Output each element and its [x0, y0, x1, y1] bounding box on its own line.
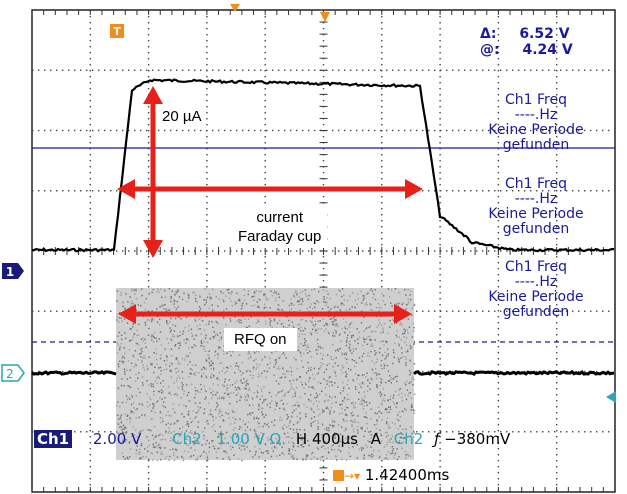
- measurement-title: Ch1 Freq: [505, 259, 567, 275]
- trigger-position-value: 1.42400ms: [364, 466, 450, 484]
- horizontal-scale: H 400µs: [295, 430, 358, 448]
- trigger-level: −380mV: [444, 430, 511, 448]
- svg-text:2: 2: [6, 367, 14, 381]
- at-value: 4.24 V: [522, 42, 573, 58]
- current-pulse-arrow: [117, 179, 423, 199]
- measurement-status-2: gefunden: [502, 304, 570, 320]
- measurement-status: Keine Periode: [488, 122, 584, 138]
- measurement-title: Ch1 Freq: [505, 92, 567, 108]
- rfq-annotation: RFQ on: [224, 328, 297, 351]
- ch1-scale: 2.00 V: [92, 430, 142, 448]
- cursor-delta-readout: Δ: 6.52 V: [480, 27, 570, 41]
- measurement-value: ----.Hz: [514, 274, 558, 290]
- measurement-status-2: gefunden: [502, 137, 570, 153]
- measurement-title: Ch1 Freq: [505, 176, 567, 192]
- current-annotation-line1: current: [256, 209, 304, 226]
- scope-status-bar: Ch1 2.00 V Ch2 1.00 V Ω H 400µs A Ch2 ƒ …: [34, 430, 510, 448]
- ch2-scale: 1.00 V Ω: [216, 430, 282, 448]
- trigger-top-marker-left: [230, 4, 240, 12]
- trigger-source: Ch2: [393, 430, 424, 448]
- trigger-level-marker: [606, 391, 616, 403]
- svg-text:T: T: [113, 25, 121, 38]
- trigger-slope-icon: ƒ: [434, 430, 440, 448]
- measurement-status: Keine Periode: [488, 206, 584, 222]
- trigger-arrow-icon: →▾: [344, 469, 361, 483]
- measurement-value: ----.Hz: [514, 191, 558, 207]
- acquisition-mode: A: [370, 430, 381, 448]
- svg-text:1: 1: [6, 265, 14, 279]
- measurement-block-1: Ch1 Freq ----.Hz Keine Periode gefunden: [466, 93, 606, 153]
- ch1-ground-marker: 1: [2, 263, 24, 279]
- rfq-on-arrow: [118, 304, 412, 324]
- trigger-position-icon: [333, 470, 344, 481]
- measurement-status-2: gefunden: [502, 221, 570, 237]
- measurement-block-2: Ch1 Freq ----.Hz Keine Periode gefunden: [466, 177, 606, 237]
- measurement-block-3: Ch1 Freq ----.Hz Keine Periode gefunden: [466, 260, 606, 320]
- trigger-top-marker: [320, 12, 330, 22]
- at-label: @:: [480, 42, 500, 58]
- amplitude-arrow: [143, 86, 163, 258]
- measurement-value: ----.Hz: [514, 107, 558, 123]
- current-annotation-line2: Faraday cup: [238, 228, 322, 245]
- current-annotation: current Faraday cup: [232, 206, 328, 248]
- ch1-trace: [31, 78, 615, 253]
- ch2-label[interactable]: Ch2: [172, 430, 202, 448]
- rfq-signal-band: [116, 288, 416, 462]
- ch2-ground-marker: 2: [1, 364, 25, 382]
- measurement-status: Keine Periode: [488, 289, 584, 305]
- ch1-label[interactable]: Ch1: [34, 430, 73, 448]
- amplitude-annotation: 20 µA: [162, 108, 202, 125]
- delta-value: 6.52 V: [519, 26, 570, 42]
- trigger-position-marker: T: [110, 24, 124, 38]
- ch2-trace: [31, 369, 614, 376]
- delta-label: Δ:: [480, 26, 497, 42]
- cursor-at-readout: @: 4.24 V: [480, 43, 573, 57]
- trigger-position-readout: →▾ 1.42400ms: [333, 466, 449, 484]
